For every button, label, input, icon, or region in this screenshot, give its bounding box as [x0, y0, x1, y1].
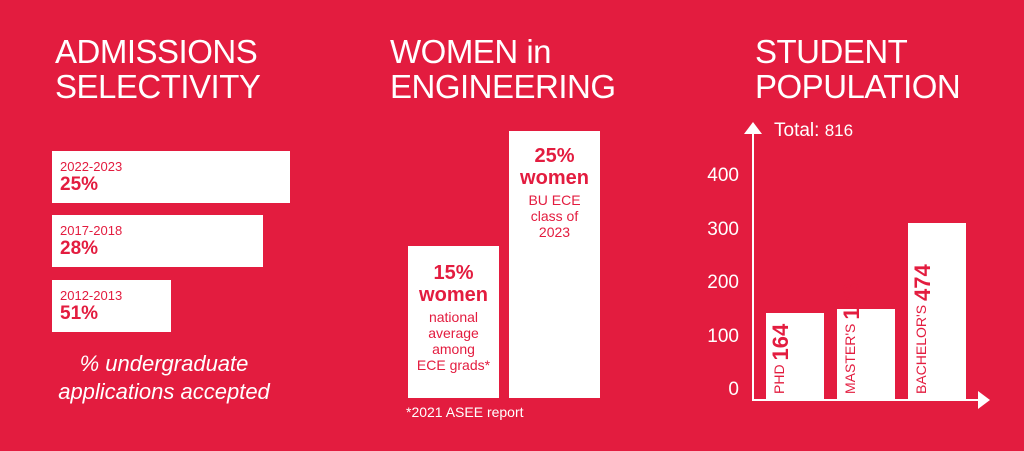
selectivity-bar: 2022-2023 25%	[52, 151, 290, 203]
title-line: POPULATION	[755, 68, 961, 105]
admissions-title: ADMISSIONS SELECTIVITY	[55, 33, 261, 105]
title-line: SELECTIVITY	[55, 68, 261, 105]
desc: BU ECE	[528, 192, 581, 208]
x-axis	[752, 399, 982, 401]
title-line: ADMISSIONS	[55, 33, 258, 70]
bar-label: BACHELOR'S 474	[910, 264, 936, 394]
desc: class of	[530, 208, 579, 224]
bar-bachelors: BACHELOR'S 474	[908, 223, 966, 400]
bar-masters: MASTER'S 178	[837, 283, 895, 400]
desc: national	[428, 309, 479, 325]
bar-label: PHD 164	[768, 324, 794, 394]
year: 2012-2013	[60, 288, 123, 303]
y-tick-label: 300	[707, 218, 739, 240]
y-tick-label: 100	[707, 325, 739, 347]
y-tick-label: 200	[707, 272, 739, 293]
footnote: *2021 ASEE report	[406, 404, 524, 420]
category: MASTER'S	[842, 323, 858, 394]
title-line: STUDENT	[755, 33, 908, 70]
title-line: WOMEN in	[390, 33, 551, 70]
x-axis-arrow-icon	[978, 391, 990, 409]
year: 2022-2023	[60, 159, 123, 174]
pct: 25%	[534, 145, 575, 167]
category: BACHELOR'S	[913, 304, 929, 394]
bu-bar: 25% women BU ECE class of 2023	[509, 131, 600, 398]
national-bar: 15% women national average among ECE gra…	[408, 246, 499, 398]
bar-label: MASTER'S 178	[839, 283, 865, 394]
y-tick-label: 0	[728, 379, 739, 400]
year: 2017-2018	[60, 223, 123, 238]
value-label: 474	[910, 264, 935, 301]
label: women	[419, 284, 488, 306]
y-axis-arrow-icon	[744, 122, 762, 134]
caption-line: applications accepted	[58, 379, 270, 404]
category: PHD	[771, 364, 787, 394]
pct: 25%	[60, 174, 99, 195]
y-axis	[752, 128, 754, 401]
value-label: 178	[839, 282, 864, 320]
y-tick-label: 400	[707, 165, 739, 186]
label: women	[520, 167, 589, 189]
bar-phd: PHD 164	[766, 312, 824, 400]
admissions-caption: % undergraduate applications accepted	[48, 350, 280, 406]
women-title: WOMEN in ENGINEERING	[390, 34, 616, 104]
value-label: 164	[768, 323, 793, 361]
pct: 51%	[60, 303, 99, 324]
desc: ECE grads*	[416, 357, 491, 373]
caption-line: % undergraduate	[79, 351, 249, 376]
selectivity-bar: 2012-2013 51%	[52, 280, 171, 332]
selectivity-bar: 2017-2018 28%	[52, 215, 263, 267]
desc: among	[432, 341, 475, 357]
desc: average	[428, 325, 479, 341]
pct: 28%	[60, 238, 99, 259]
population-title: STUDENT POPULATION	[755, 33, 961, 105]
total-label: Total:	[774, 120, 820, 141]
total: Total: 816	[774, 120, 853, 142]
desc: 2023	[538, 224, 571, 240]
pct: 15%	[433, 262, 474, 284]
title-line: ENGINEERING	[390, 68, 616, 105]
total-value: 816	[824, 121, 854, 140]
